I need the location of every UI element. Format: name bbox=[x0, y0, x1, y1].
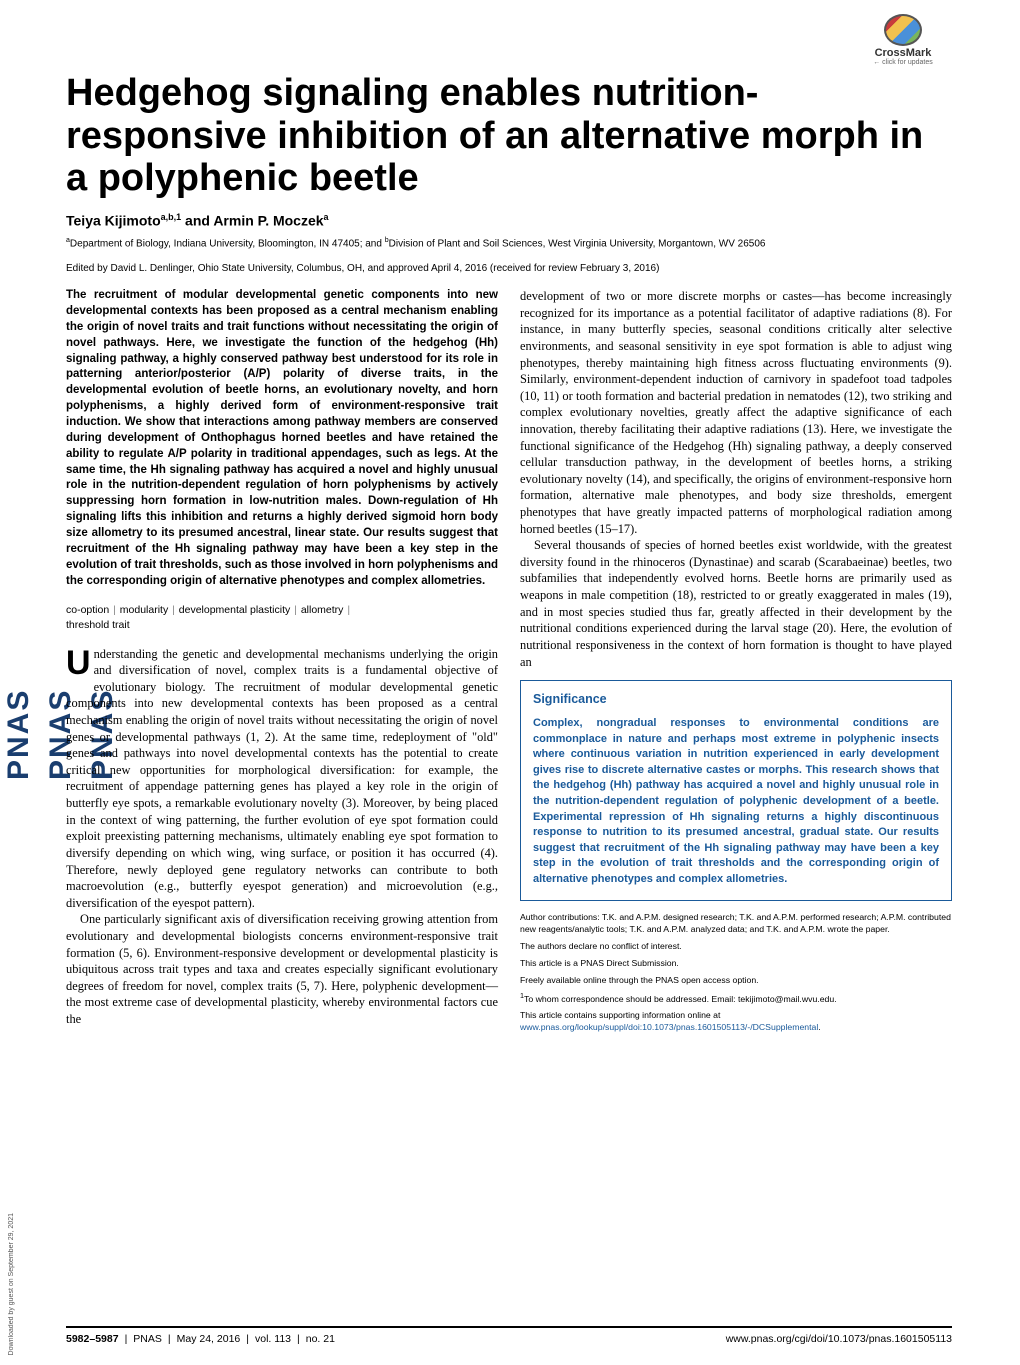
footer-left: 5982–5987|PNAS|May 24, 2016|vol. 113|no.… bbox=[66, 1333, 335, 1345]
author-affil-sup: a,b,1 bbox=[161, 212, 182, 222]
authors-line: Teiya Kijimotoa,b,1 and Armin P. Moczeka bbox=[66, 212, 952, 229]
crossmark-icon bbox=[884, 14, 922, 46]
author-name: and Armin P. Moczek bbox=[181, 212, 323, 228]
direct-submission: This article is a PNAS Direct Submission… bbox=[520, 957, 952, 969]
keyword: modularity bbox=[120, 604, 168, 616]
corresp-text: To whom correspondence should be address… bbox=[524, 993, 738, 1003]
keyword: developmental plasticity bbox=[179, 604, 290, 616]
article-page: CrossMark ← click for updates Hedgehog s… bbox=[64, 0, 992, 1365]
keyword: co-option bbox=[66, 604, 109, 616]
abstract: The recruitment of modular developmental… bbox=[66, 288, 498, 589]
keyword-separator: | bbox=[291, 604, 300, 616]
footer-doi: www.pnas.org/cgi/doi/10.1073/pnas.160150… bbox=[726, 1333, 952, 1345]
left-column: The recruitment of modular developmental… bbox=[66, 288, 498, 1038]
download-note: Downloaded by guest on September 29, 202… bbox=[8, 1213, 15, 1355]
body-paragraph: One particularly significant axis of div… bbox=[66, 911, 498, 1027]
dropcap: U bbox=[66, 646, 94, 679]
keyword-separator: | bbox=[169, 604, 178, 616]
pnas-word: PNAS bbox=[2, 80, 36, 780]
body-paragraph: development of two or more discrete morp… bbox=[520, 288, 952, 537]
significance-box: Significance Complex, nongradual respons… bbox=[520, 680, 952, 900]
crossmark-label: CrossMark bbox=[875, 47, 932, 59]
body-text: nderstanding the genetic and development… bbox=[66, 647, 498, 910]
affil-text: Department of Biology, Indiana Universit… bbox=[70, 239, 385, 250]
footer-vol: vol. 113 bbox=[255, 1333, 291, 1345]
article-title: Hedgehog signaling enables nutrition-res… bbox=[66, 72, 952, 200]
body-paragraph: Several thousands of species of horned b… bbox=[520, 537, 952, 670]
affil-text: Division of Plant and Soil Sciences, Wes… bbox=[389, 239, 766, 250]
crossmark-badge[interactable]: CrossMark ← click for updates bbox=[858, 14, 948, 66]
footer-issue: no. 21 bbox=[306, 1333, 335, 1345]
footer-date: May 24, 2016 bbox=[177, 1333, 241, 1345]
author-name: Teiya Kijimoto bbox=[66, 212, 161, 228]
supporting-info: This article contains supporting informa… bbox=[520, 1009, 952, 1033]
keyword: allometry bbox=[301, 604, 344, 616]
corresp-email: tekijimoto@mail.wvu.edu bbox=[738, 993, 834, 1003]
body-continuation: development of two or more discrete morp… bbox=[520, 288, 952, 670]
two-column-body: The recruitment of modular developmental… bbox=[66, 288, 952, 1038]
author-contributions: Author contributions: T.K. and A.P.M. de… bbox=[520, 911, 952, 935]
correspondence: 1To whom correspondence should be addres… bbox=[520, 991, 952, 1005]
supp-text: This article contains supporting informa… bbox=[520, 1010, 720, 1020]
journal-side-banner: PNAS PNAS PNAS Downloaded by guest on Se… bbox=[0, 0, 36, 1365]
keywords: co-option | modularity | developmental p… bbox=[66, 603, 498, 631]
supp-link[interactable]: www.pnas.org/lookup/suppl/doi:10.1073/pn… bbox=[520, 1022, 818, 1032]
keyword-separator: | bbox=[344, 604, 350, 616]
conflict-statement: The authors declare no conflict of inter… bbox=[520, 940, 952, 952]
keyword-separator: | bbox=[110, 604, 119, 616]
footer-pages: 5982–5987 bbox=[66, 1333, 119, 1345]
footer-journal: PNAS bbox=[133, 1333, 162, 1345]
significance-text: Complex, nongradual responses to environ… bbox=[533, 716, 939, 888]
keyword: threshold trait bbox=[66, 619, 130, 631]
page-footer: 5982–5987|PNAS|May 24, 2016|vol. 113|no.… bbox=[66, 1326, 952, 1345]
right-column: development of two or more discrete morp… bbox=[520, 288, 952, 1038]
author-affil-sup: a bbox=[324, 212, 329, 222]
affiliations: aDepartment of Biology, Indiana Universi… bbox=[66, 236, 952, 251]
pnas-logo-vertical: PNAS PNAS PNAS bbox=[2, 80, 32, 780]
edited-by-line: Edited by David L. Denlinger, Ohio State… bbox=[66, 263, 952, 274]
crossmark-sublabel: ← click for updates bbox=[873, 59, 933, 66]
significance-title: Significance bbox=[533, 691, 939, 708]
article-credits: Author contributions: T.K. and A.P.M. de… bbox=[520, 911, 952, 1034]
body-paragraph: Understanding the genetic and developmen… bbox=[66, 646, 498, 912]
open-access-note: Freely available online through the PNAS… bbox=[520, 974, 952, 986]
